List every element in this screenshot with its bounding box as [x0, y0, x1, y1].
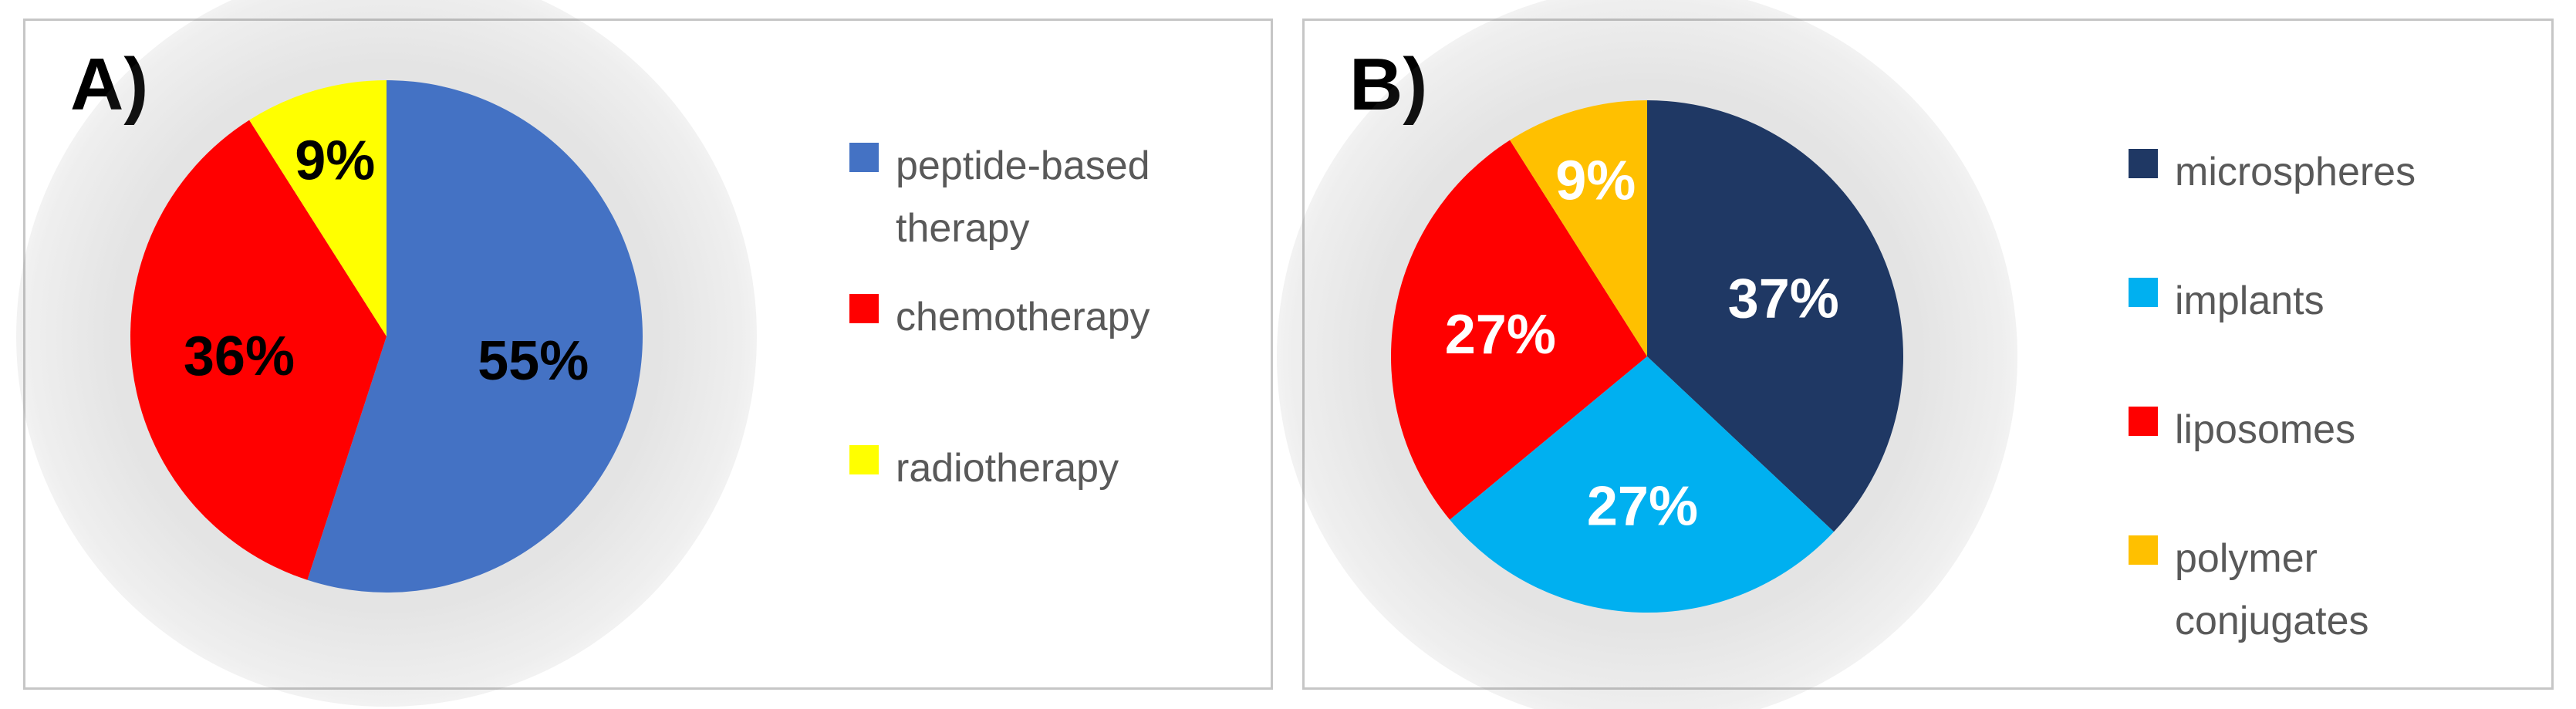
panel-b-label: B) — [1349, 43, 1428, 126]
legend-label: microspheres — [2175, 150, 2416, 194]
panel-a-label: A) — [70, 43, 149, 126]
pie-slice-implants — [1450, 356, 1835, 613]
legend-item: liposomes — [2129, 399, 2483, 461]
pie-slice-polymer-conjugates — [1510, 100, 1647, 356]
pie-chart-b: 37% 27% 27% 9% — [1391, 100, 1903, 613]
pie-data-label: 27% — [1587, 475, 1698, 537]
pie-data-label: 36% — [184, 326, 295, 387]
pie-slice-chemotherapy — [130, 120, 387, 580]
pie-slice-microspheres — [1647, 100, 1903, 532]
legend-item: implants — [2129, 270, 2483, 333]
legend-swatch-icon — [2129, 535, 2158, 565]
legend-item: polymer conjugates — [2129, 528, 2483, 652]
legend-item: peptide-based therapy — [849, 135, 1204, 259]
legend-swatch-icon — [849, 143, 879, 172]
legend-label: implants — [2175, 279, 2324, 323]
legend-label: liposomes — [2175, 407, 2356, 452]
pie-data-label: 27% — [1445, 304, 1556, 366]
legend-swatch-icon — [2129, 278, 2158, 307]
legend-label: chemotherapy — [896, 295, 1150, 339]
legend-swatch-icon — [2129, 407, 2158, 436]
pie-data-label: 9% — [1555, 150, 1636, 211]
pie-data-label: 37% — [1728, 268, 1839, 329]
legend-swatch-icon — [849, 294, 879, 323]
pie-data-label: 55% — [478, 330, 589, 392]
legend-label: radiotherapy — [896, 446, 1119, 491]
pie-data-label: 9% — [295, 130, 375, 191]
legend-b: microspheres implants liposomes polymer con… — [2129, 21, 2514, 687]
pie-slice-peptide-based-therapy — [307, 80, 643, 593]
legend-item: radiotherapy — [849, 437, 1204, 500]
legend-label: peptide-based therapy — [896, 143, 1150, 251]
legend-item: microspheres — [2129, 141, 2483, 204]
legend-item: chemotherapy — [849, 286, 1204, 349]
legend-swatch-icon — [2129, 149, 2158, 178]
pie-slice-radiotherapy — [249, 80, 387, 336]
panel-b: B) 37% 27% 27% 9% microspheres implants lipos… — [1277, 0, 2554, 709]
legend-swatch-icon — [849, 445, 879, 474]
pie-chart-a: 55% 36% 9% — [130, 80, 643, 593]
legend-label: polymer conjugates — [2175, 536, 2369, 643]
panel-a: A) 55% 36% 9% peptide-based therapy chemoth… — [16, 0, 1273, 707]
legend-a: peptide-based therapy chemotherapy radioth… — [849, 21, 1235, 687]
pie-slice-liposomes — [1391, 140, 1647, 520]
